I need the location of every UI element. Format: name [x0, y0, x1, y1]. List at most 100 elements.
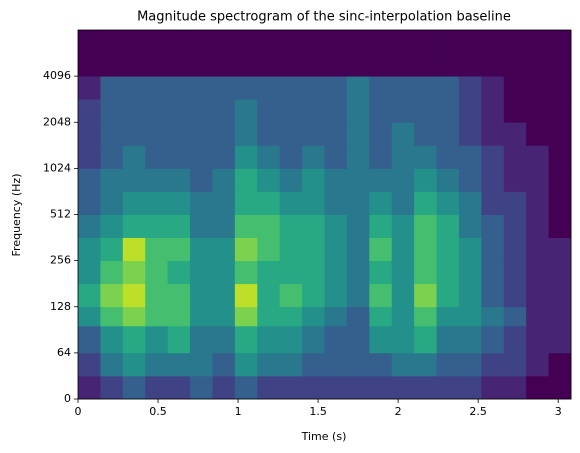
heatmap-cell — [257, 145, 281, 169]
heatmap-cell — [369, 30, 393, 77]
heatmap-cell — [436, 76, 460, 100]
heatmap-cell — [481, 191, 505, 215]
heatmap-cell — [78, 352, 101, 377]
heatmap-cell — [100, 168, 124, 192]
heatmap-cell — [302, 325, 325, 354]
heatmap-cell — [548, 283, 572, 308]
heatmap-cell — [234, 99, 258, 123]
heatmap-cell — [548, 375, 572, 400]
heatmap-cell — [78, 375, 101, 400]
heatmap-cell — [458, 214, 482, 238]
heatmap-cell — [391, 168, 415, 192]
heatmap-cell — [369, 352, 393, 377]
heatmap-cell — [167, 283, 191, 308]
heatmap-cell — [257, 122, 281, 146]
heatmap-cell — [526, 99, 549, 123]
y-tick-label: 128 — [50, 300, 71, 313]
heatmap-cell — [346, 145, 370, 169]
y-axis-label: Frequency (Hz) — [10, 174, 23, 257]
heatmap-cell — [324, 214, 348, 238]
heatmap-cell — [190, 76, 213, 100]
heatmap-cell — [257, 214, 281, 238]
heatmap-cell — [302, 145, 325, 169]
heatmap-cell — [324, 260, 348, 285]
heatmap-cell — [279, 375, 303, 400]
heatmap-cell — [481, 76, 505, 100]
heatmap-cell — [234, 168, 258, 192]
heatmap-cell — [145, 145, 169, 169]
heatmap-cell — [257, 99, 281, 123]
heatmap-cell — [324, 191, 348, 215]
heatmap-cell — [145, 306, 169, 327]
heatmap-cell — [503, 306, 527, 327]
heatmap-cell — [212, 283, 236, 308]
heatmap-cell — [78, 191, 101, 215]
heatmap-cell — [167, 30, 191, 77]
heatmap-cell — [302, 260, 325, 285]
heatmap-cell — [100, 76, 124, 100]
x-tick-label: 3 — [555, 405, 562, 418]
heatmap-cell — [458, 168, 482, 192]
heatmap-cell — [346, 122, 370, 146]
x-axis-label: Time (s) — [301, 430, 347, 443]
heatmap-cell — [145, 214, 169, 238]
heatmap-cell — [78, 99, 101, 123]
heatmap-cell — [279, 325, 303, 354]
heatmap-cell — [145, 99, 169, 123]
heatmap-cell — [481, 122, 505, 146]
heatmap-cell — [167, 325, 191, 354]
x-tick-label: 0.5 — [149, 405, 167, 418]
heatmap-cell — [257, 306, 281, 327]
heatmap-cell — [234, 375, 258, 400]
heatmap-cell — [212, 325, 236, 354]
heatmap-cell — [122, 283, 146, 308]
heatmap-cell — [279, 76, 303, 100]
heatmap-cell — [369, 237, 393, 262]
heatmap-cell — [257, 283, 281, 308]
heatmap-cell — [167, 306, 191, 327]
heatmap-cell — [234, 325, 258, 354]
heatmap-cell — [257, 168, 281, 192]
heatmap-cell — [279, 283, 303, 308]
heatmap-cell — [503, 122, 527, 146]
heatmap-cell — [234, 76, 258, 100]
heatmap-cell — [548, 237, 572, 262]
heatmap-cell — [458, 76, 482, 100]
heatmap-cell — [436, 283, 460, 308]
heatmap-cell — [436, 99, 460, 123]
heatmap-cell — [167, 145, 191, 169]
heatmap-cell — [78, 30, 101, 77]
chart-title: Magnitude spectrogram of the sinc-interp… — [137, 10, 511, 25]
heatmap-cell — [481, 99, 505, 123]
heatmap-cell — [414, 76, 437, 100]
heatmap-cell — [167, 214, 191, 238]
heatmap-cell — [100, 191, 124, 215]
heatmap-cell — [414, 375, 437, 400]
heatmap-cell — [548, 30, 572, 77]
heatmap-cell — [436, 237, 460, 262]
heatmap-cell — [212, 352, 236, 377]
heatmap-cell — [279, 191, 303, 215]
y-tick-label: 64 — [57, 346, 71, 359]
heatmap-cell — [167, 237, 191, 262]
heatmap-cell — [346, 352, 370, 377]
heatmap-cell — [369, 375, 393, 400]
heatmap-cell — [526, 325, 549, 354]
heatmap-cell — [302, 122, 325, 146]
heatmap-cell — [302, 191, 325, 215]
heatmap-cell — [548, 325, 572, 354]
heatmap-cell — [302, 76, 325, 100]
heatmap-cell — [436, 145, 460, 169]
heatmap-cell — [324, 325, 348, 354]
heatmap-cell — [122, 237, 146, 262]
y-tick-label: 4096 — [43, 69, 71, 82]
y-tick-label: 0 — [64, 392, 71, 405]
heatmap-cell — [458, 145, 482, 169]
heatmap-cell — [279, 260, 303, 285]
heatmap-cell — [369, 99, 393, 123]
heatmap-cell — [100, 306, 124, 327]
heatmap-cell — [458, 260, 482, 285]
heatmap-cell — [391, 191, 415, 215]
heatmap-cell — [212, 191, 236, 215]
